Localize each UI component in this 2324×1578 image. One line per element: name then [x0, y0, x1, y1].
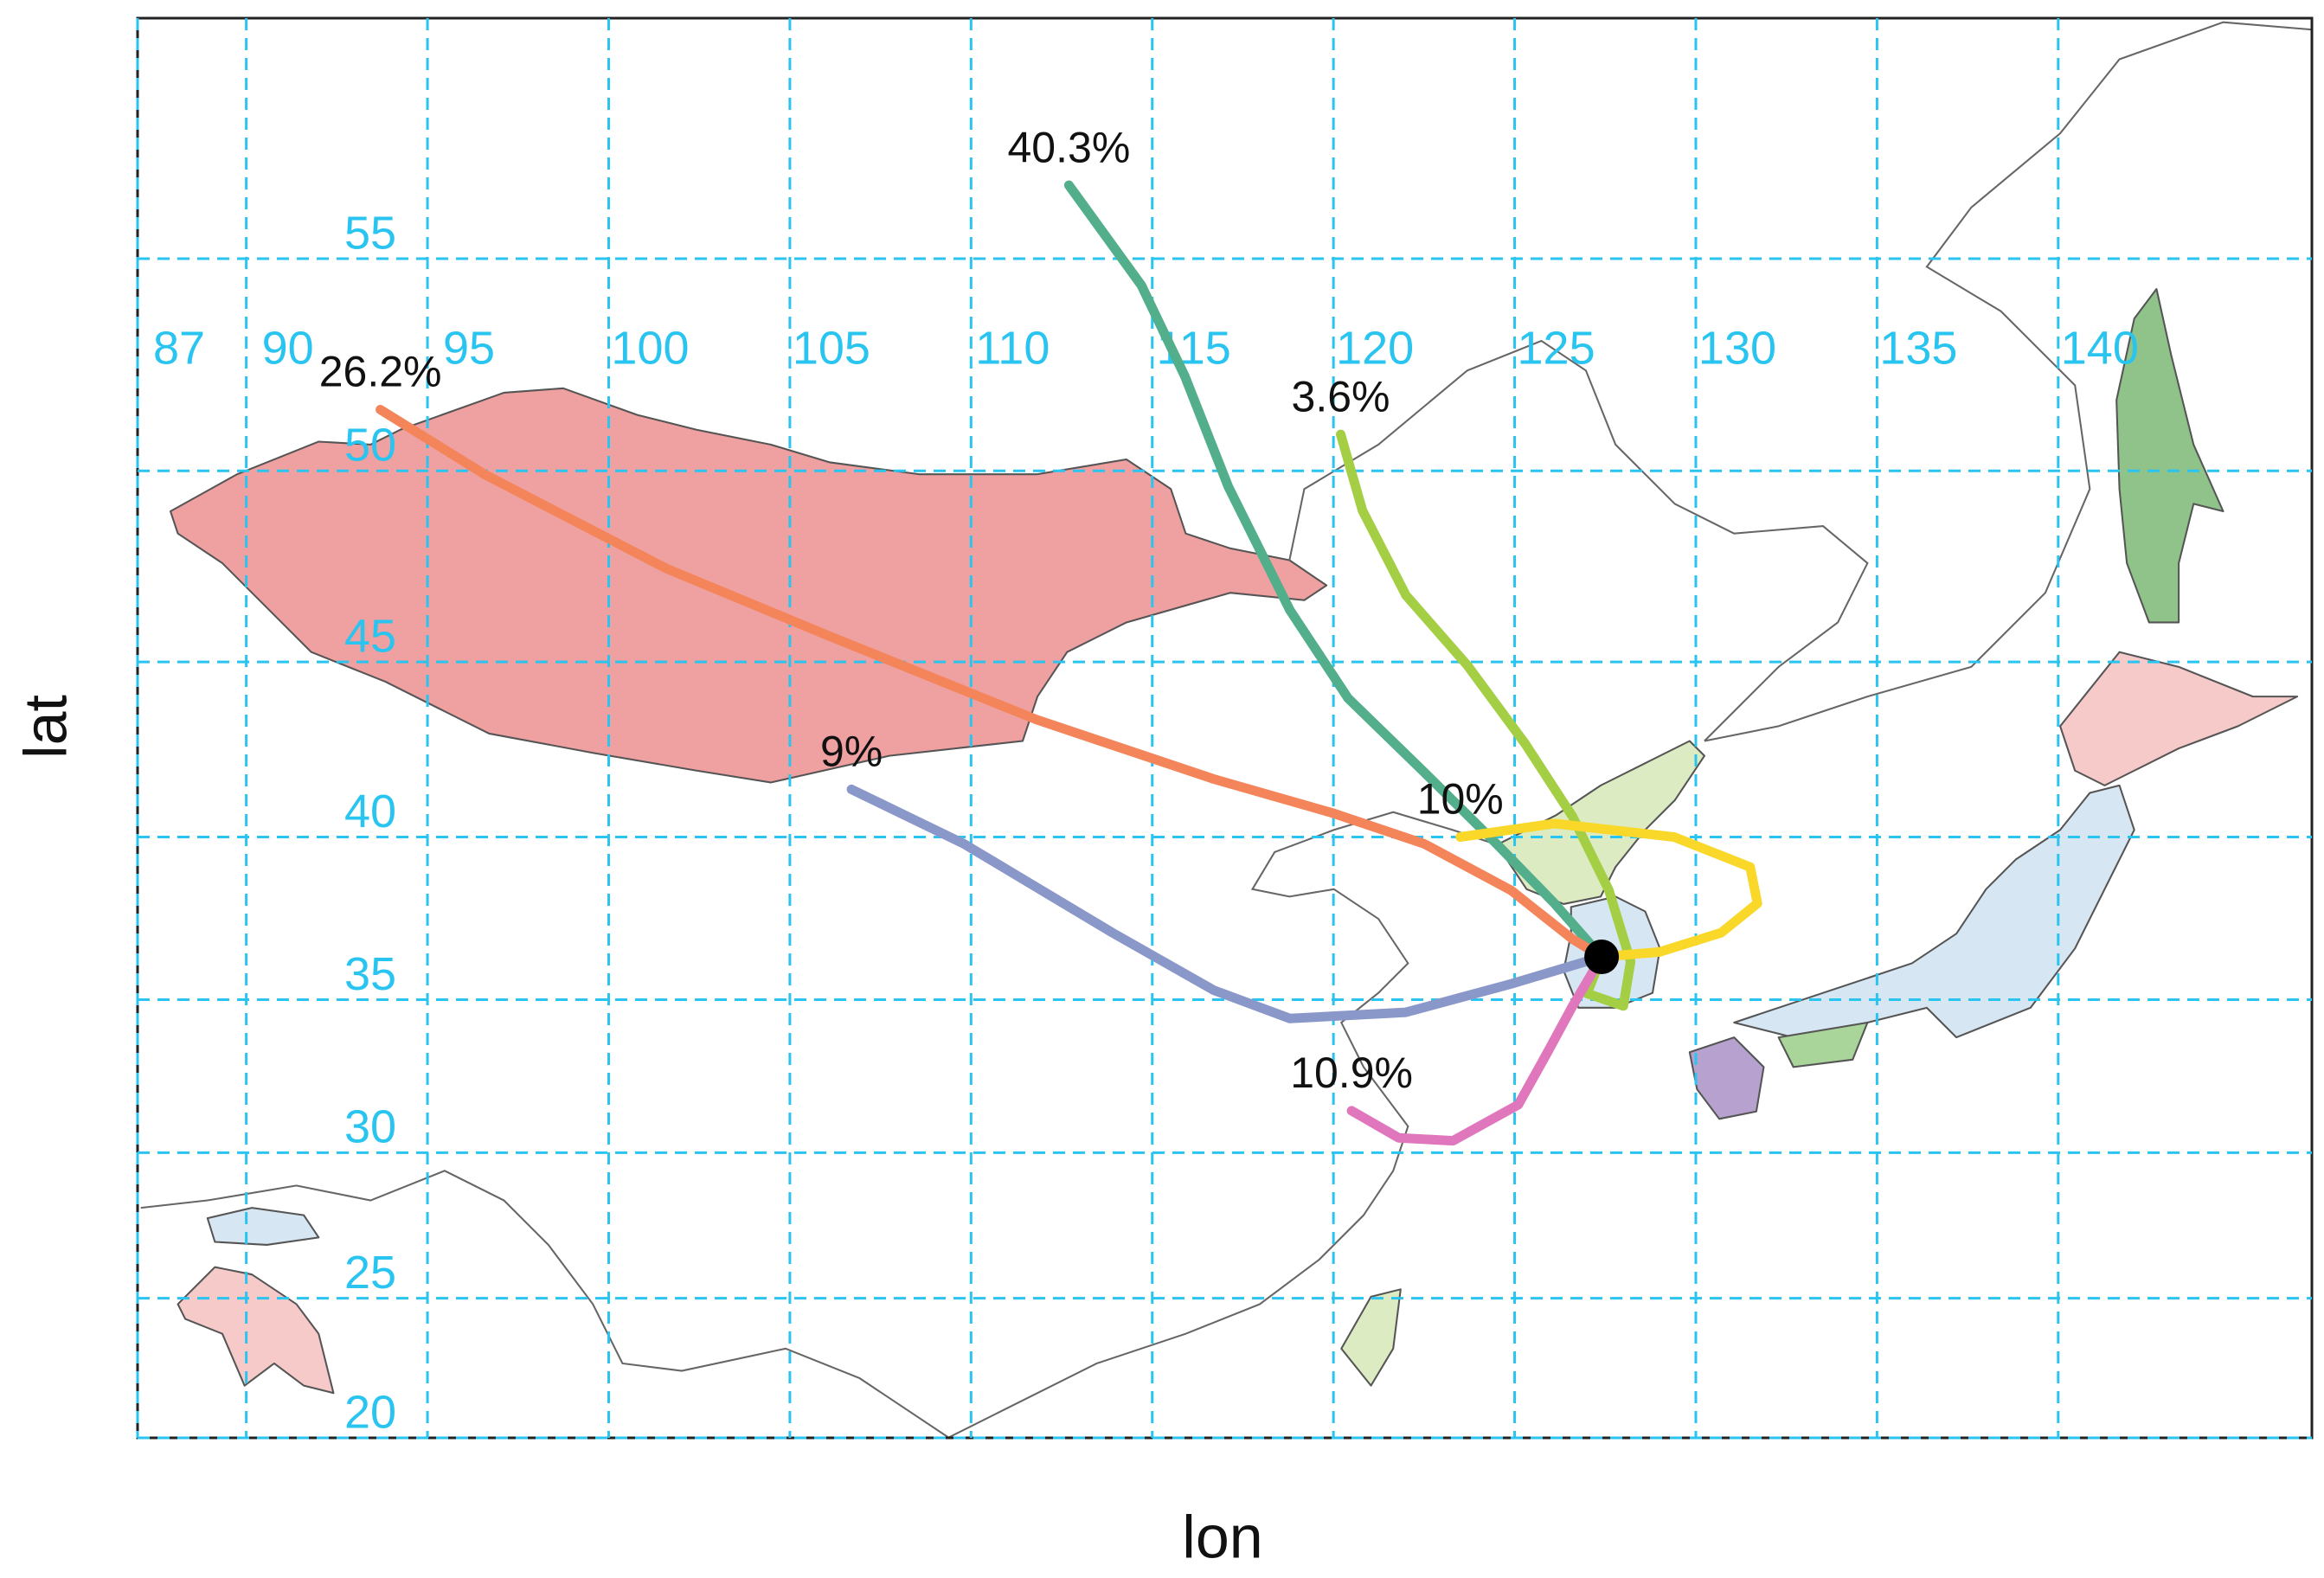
russia-china-border — [1288, 339, 1869, 742]
russia-coast — [1704, 21, 2313, 742]
basemap — [140, 21, 2313, 1439]
trajectory-line — [846, 784, 1607, 1023]
trajectory-label: 26.2% — [319, 348, 442, 396]
north-korea — [1496, 740, 1705, 905]
bangladesh — [177, 1266, 335, 1395]
bhutan — [206, 1207, 320, 1246]
lon-tick-label: 95 — [443, 322, 495, 374]
taiwan — [1340, 1288, 1402, 1387]
china-coast — [947, 811, 1498, 1439]
receptor-point — [1584, 939, 1620, 974]
trajectory-label: 40.3% — [1008, 123, 1131, 171]
lon-tick-label: 135 — [1879, 322, 1957, 374]
y-axis-label: lat — [11, 695, 79, 759]
lon-tick-label: 100 — [611, 322, 689, 374]
lon-tick-label: 130 — [1698, 322, 1776, 374]
lon-tick-label: 87 — [153, 322, 205, 374]
trajectory-line — [1063, 180, 1607, 962]
lat-tick-label: 50 — [344, 419, 396, 471]
lat-tick-label: 55 — [344, 207, 396, 259]
trajectory-line — [1455, 818, 1762, 962]
lon-tick-label: 90 — [262, 322, 314, 374]
lon-tick-label: 110 — [975, 322, 1050, 374]
trajectory-line — [376, 405, 1607, 962]
trajectory-label: 3.6% — [1292, 372, 1390, 420]
lat-tick-label: 45 — [344, 610, 396, 662]
trajectory-line — [1346, 952, 1607, 1146]
lon-tick-label: 125 — [1518, 322, 1595, 374]
trajectory-label: 10% — [1417, 775, 1504, 824]
trajectory-label: 10.9% — [1290, 1049, 1413, 1097]
lat-tick-label: 35 — [344, 948, 396, 1000]
lat-tick-label: 25 — [344, 1247, 396, 1299]
sakhalin — [2115, 288, 2224, 624]
hokkaido — [2059, 651, 2299, 786]
lat-tick-label: 40 — [344, 786, 396, 837]
x-axis-label: lon — [1182, 1503, 1262, 1570]
shikoku — [1777, 1021, 1869, 1068]
honshu — [1733, 784, 2135, 1039]
plot-frame — [136, 16, 2314, 1440]
mongolia — [169, 387, 1328, 784]
lat-tick-label: 30 — [344, 1101, 396, 1153]
trajectory-label: 9% — [820, 728, 883, 776]
lon-tick-label: 105 — [793, 322, 870, 374]
lon-tick-label: 140 — [2061, 322, 2139, 374]
lon-tick-label: 120 — [1336, 322, 1414, 374]
trajectory-line — [1336, 429, 1636, 1011]
china-southwest — [140, 1170, 949, 1439]
kyushu — [1688, 1036, 1765, 1120]
lat-tick-label: 20 — [344, 1386, 396, 1438]
